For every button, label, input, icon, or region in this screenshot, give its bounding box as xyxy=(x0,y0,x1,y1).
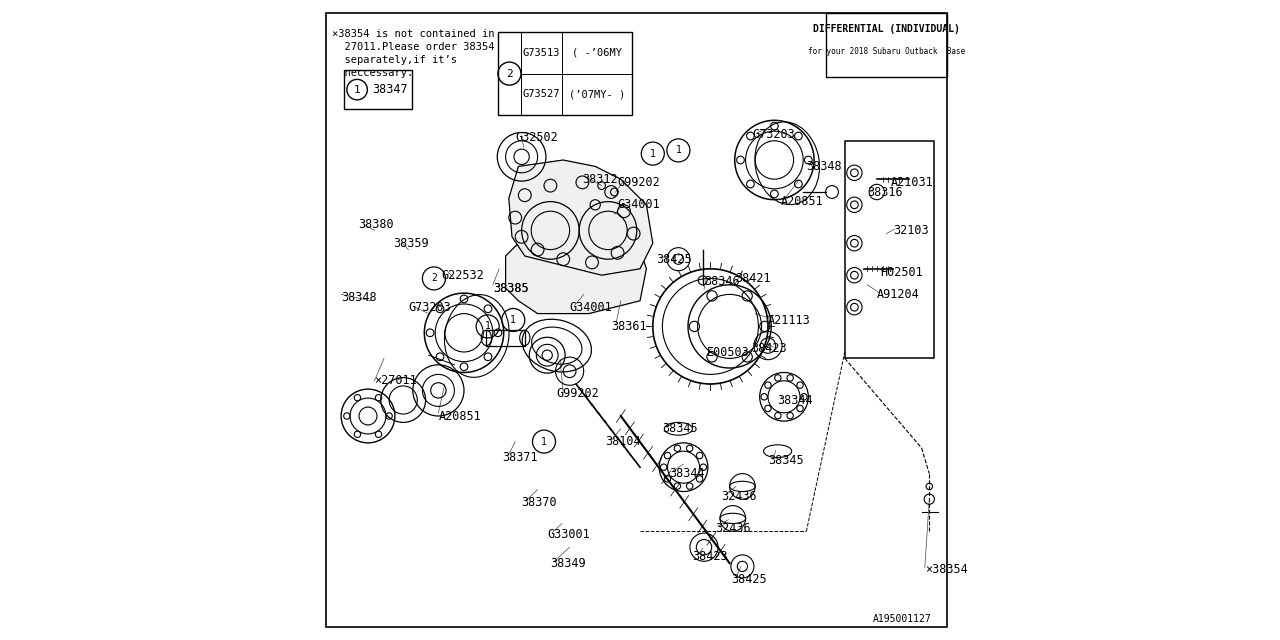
Text: H02501: H02501 xyxy=(881,266,923,278)
Text: 38385: 38385 xyxy=(493,282,529,294)
Text: ×38354 is not contained in
  27011.Please order 38354
  separately,if it’s
  nec: ×38354 is not contained in 27011.Please … xyxy=(332,29,494,79)
Text: G73527: G73527 xyxy=(522,90,561,99)
Text: 38344: 38344 xyxy=(777,394,813,406)
Text: 38361: 38361 xyxy=(612,320,646,333)
Text: G22532: G22532 xyxy=(442,269,484,282)
Text: ×27011: ×27011 xyxy=(374,374,417,387)
Text: 38371: 38371 xyxy=(502,451,538,464)
Text: A20851: A20851 xyxy=(781,195,823,208)
Text: 38385: 38385 xyxy=(493,282,529,294)
Text: A20851: A20851 xyxy=(438,410,481,422)
Text: 1: 1 xyxy=(485,321,490,332)
Text: 38425: 38425 xyxy=(732,573,767,586)
Bar xyxy=(344,70,412,109)
Text: 38316: 38316 xyxy=(868,186,902,198)
Text: 38348: 38348 xyxy=(340,291,376,304)
Text: 38423: 38423 xyxy=(692,550,728,563)
Text: 38104: 38104 xyxy=(604,435,640,448)
Text: G73513: G73513 xyxy=(522,48,561,58)
Text: 38380: 38380 xyxy=(358,218,394,230)
Text: 38346: 38346 xyxy=(704,275,740,288)
Bar xyxy=(826,13,947,77)
Text: ( -’06MY: ( -’06MY xyxy=(572,48,622,58)
Text: 1: 1 xyxy=(541,436,547,447)
Text: 38347: 38347 xyxy=(372,83,408,96)
Text: G73203: G73203 xyxy=(408,301,451,314)
Text: G99202: G99202 xyxy=(618,176,660,189)
Text: 38423: 38423 xyxy=(750,342,786,355)
Polygon shape xyxy=(506,211,646,314)
Text: 38312: 38312 xyxy=(582,173,618,186)
Text: 38425: 38425 xyxy=(657,253,691,266)
Text: G99202: G99202 xyxy=(557,387,599,400)
Bar xyxy=(498,32,632,115)
Text: 2: 2 xyxy=(506,68,513,79)
Text: G32502: G32502 xyxy=(516,131,558,144)
Text: 38370: 38370 xyxy=(522,496,557,509)
Text: A21113: A21113 xyxy=(768,314,810,326)
Bar xyxy=(845,141,934,358)
Text: 32103: 32103 xyxy=(893,224,928,237)
Text: 32436: 32436 xyxy=(722,490,756,502)
Text: 38344: 38344 xyxy=(669,467,705,480)
Text: 1: 1 xyxy=(676,145,681,156)
Text: G33001: G33001 xyxy=(548,528,590,541)
Bar xyxy=(486,330,525,346)
Text: 32436: 32436 xyxy=(716,522,751,534)
Text: 1: 1 xyxy=(650,148,655,159)
Text: A91204: A91204 xyxy=(877,288,919,301)
Text: G34001: G34001 xyxy=(618,198,660,211)
Text: 38345: 38345 xyxy=(663,422,698,435)
Polygon shape xyxy=(508,160,653,275)
Text: A195001127: A195001127 xyxy=(873,614,932,624)
Text: G34001: G34001 xyxy=(570,301,612,314)
Text: 38421: 38421 xyxy=(735,272,771,285)
Text: 38349: 38349 xyxy=(550,557,586,570)
Text: 38345: 38345 xyxy=(768,454,804,467)
Text: 38359: 38359 xyxy=(394,237,429,250)
Text: E00503: E00503 xyxy=(707,346,749,358)
Text: 1: 1 xyxy=(353,84,361,95)
Text: A21031: A21031 xyxy=(891,176,933,189)
Text: DIFFERENTIAL (INDIVIDUAL): DIFFERENTIAL (INDIVIDUAL) xyxy=(813,24,960,34)
Text: G73203: G73203 xyxy=(753,128,795,141)
Text: (’07MY- ): (’07MY- ) xyxy=(570,90,625,99)
Text: ×38354: ×38354 xyxy=(924,563,968,576)
Text: 2: 2 xyxy=(431,273,436,284)
Text: 38348: 38348 xyxy=(806,160,842,173)
Text: for your 2018 Subaru Outback  Base: for your 2018 Subaru Outback Base xyxy=(808,47,965,56)
Text: 1: 1 xyxy=(511,315,516,325)
